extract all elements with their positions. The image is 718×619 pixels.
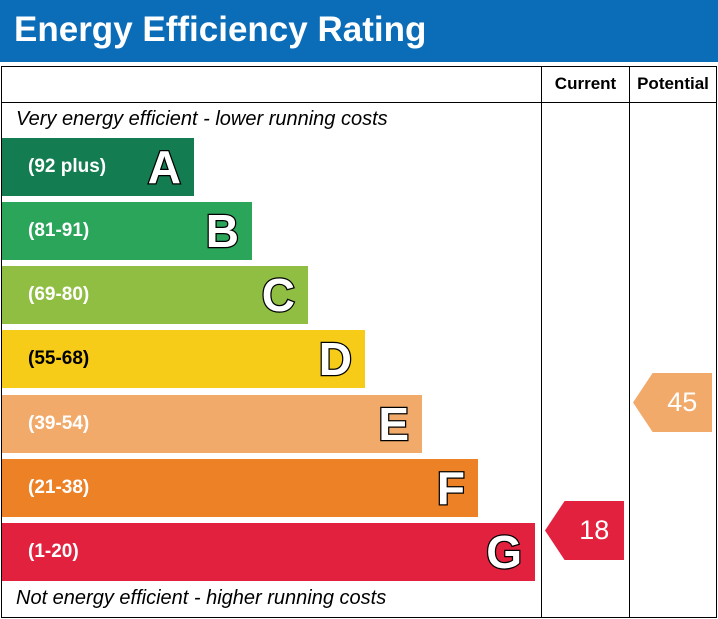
potential-column-divider [629, 66, 630, 618]
band-g-range: (1-20) [28, 541, 79, 562]
current-arrow-shape [545, 501, 624, 560]
inefficient-note: Not energy efficient - higher running co… [16, 587, 387, 609]
band-e: (39-54) E [2, 395, 422, 453]
band-d-letter: D [318, 332, 354, 387]
band-e-letter: E [377, 397, 410, 452]
header-divider [1, 102, 717, 103]
band-b-letter: B [205, 204, 241, 259]
efficient-note: Very energy efficient - lower running co… [16, 108, 388, 130]
band-c-range: (69-80) [28, 284, 90, 305]
band-a-letter: A [147, 140, 183, 195]
band-b: (81-91) B [2, 202, 252, 260]
potential-rating-value: 45 [667, 387, 698, 417]
current-rating-arrow: 18 [545, 501, 624, 560]
current-arrow-fill [545, 501, 624, 560]
potential-arrow-fill [633, 373, 712, 432]
band-e-range: (39-54) [28, 413, 90, 434]
band-f: (21-38) F [2, 459, 478, 517]
band-c-letter: C [261, 268, 297, 323]
band-g-letter: G [485, 525, 523, 580]
band-g: (1-20) G [2, 523, 535, 581]
band-d-range: (55-68) [28, 348, 90, 369]
band-d: (55-68) D [2, 330, 365, 388]
header-bar: Energy Efficiency Rating [0, 0, 718, 62]
potential-column-header: Potential [637, 74, 709, 93]
page-title: Energy Efficiency Rating [14, 10, 427, 49]
band-b-range: (81-91) [28, 220, 90, 241]
band-a-range: (92 plus) [28, 156, 107, 177]
potential-arrow-shape [633, 373, 712, 432]
potential-rating-arrow: 45 [633, 373, 712, 432]
current-column-header: Current [554, 74, 617, 93]
current-column-divider [541, 66, 542, 618]
rating-table-frame [1, 66, 717, 618]
band-a: (92 plus) A [2, 138, 194, 196]
current-rating-value: 18 [579, 515, 610, 545]
band-f-letter: F [436, 461, 467, 516]
band-c: (69-80) C [2, 266, 308, 324]
band-f-range: (21-38) [28, 477, 90, 498]
